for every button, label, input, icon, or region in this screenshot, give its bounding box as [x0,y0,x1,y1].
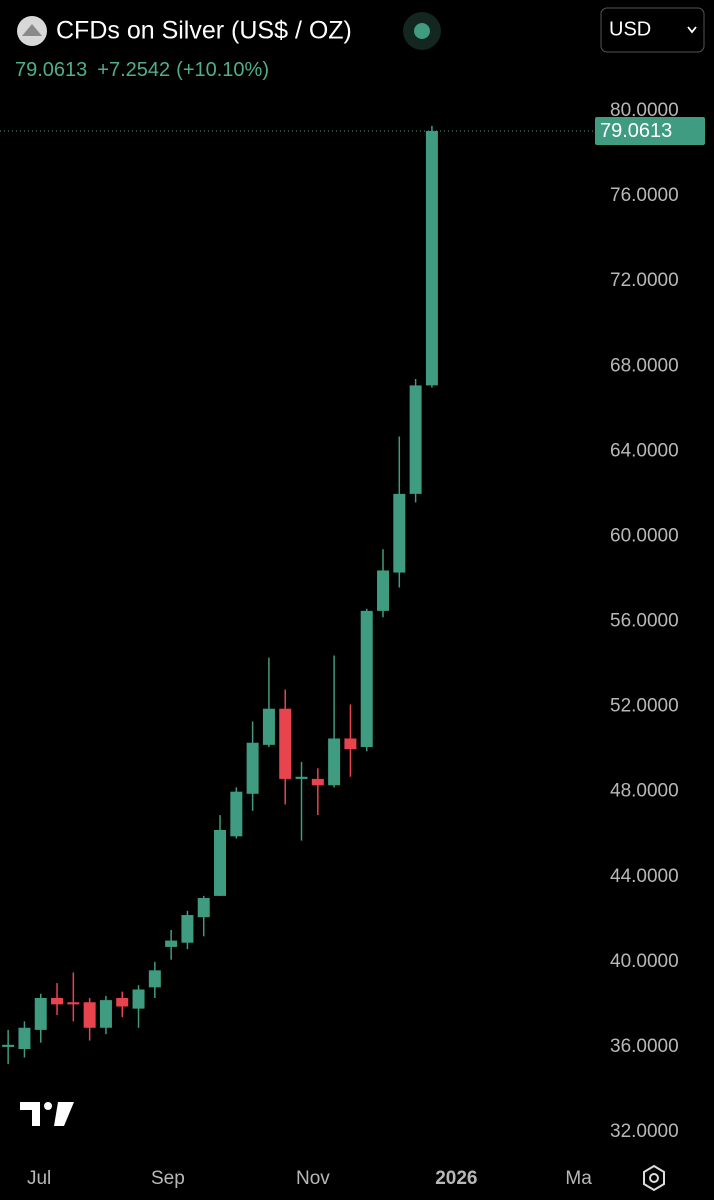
x-tick-label: 2026 [435,1168,477,1189]
y-tick-label: 60.0000 [610,525,679,546]
candle-body [246,742,259,794]
y-tick-label: 76.0000 [610,185,679,206]
candle-body [18,1027,31,1050]
y-tick-label: 80.0000 [610,100,679,121]
candle-body [328,738,341,786]
candle-body [67,1002,80,1005]
candle-body [197,898,210,918]
tv-logo [20,1102,74,1126]
y-tick-label: 72.0000 [610,270,679,291]
y-tick-label: 68.0000 [610,355,679,376]
change: +7.2542 [97,59,170,81]
candle-body [2,1044,15,1047]
logo-part [54,1102,74,1126]
candle-body [214,829,227,896]
candle-body [165,940,178,947]
candle-body [181,915,194,943]
logo-part [44,1102,52,1110]
candle-body [116,997,129,1007]
candle-body [425,130,438,386]
candle-body [132,989,145,1009]
x-tick-label: Nov [296,1168,330,1189]
y-tick-label: 32.0000 [610,1121,679,1142]
candle-body [295,776,308,779]
currency-select[interactable] [600,7,705,53]
candle-body [148,970,161,988]
y-tick-label: 36.0000 [610,1036,679,1057]
candle-body [262,708,275,745]
candle-body [99,1000,112,1028]
status-dot [414,23,430,39]
last-price-badge [595,116,705,145]
y-tick-label: 44.0000 [610,866,679,887]
candle-body [360,610,373,747]
last-price-label: 79.0613 [600,120,672,142]
y-tick-label: 52.0000 [610,696,679,717]
logo-part [20,1102,40,1126]
symbol-icon-mark [22,24,42,36]
x-tick-label: Ma [565,1168,592,1189]
candle-body [377,570,390,611]
candle-body [230,791,243,837]
candle-body [51,997,64,1005]
x-tick-label: Sep [151,1168,185,1189]
chart-title: CFDs on Silver (US$ / OZ) [56,17,352,45]
candle-body [83,1002,96,1028]
candle-body [279,708,292,779]
last-price: 79.0613 [15,59,87,81]
price-line: 79.0613 +7.2542 (+10.10%) [15,59,269,81]
currency-label: USD [609,18,651,40]
x-tick-label: Jul [27,1168,51,1189]
candle-body [393,493,406,573]
change-pct: (+10.10%) [176,59,269,81]
y-tick-label: 48.0000 [610,781,679,802]
chevron [687,26,697,34]
candle-body [311,778,324,786]
candle-body [409,385,422,494]
y-tick-label: 56.0000 [610,611,679,632]
settings-button[interactable] [643,1164,665,1192]
settings-icon-center [649,1173,659,1183]
candle-body [34,997,47,1030]
candle-body [344,738,357,750]
y-tick-label: 64.0000 [610,440,679,461]
y-tick-label: 40.0000 [610,951,679,972]
